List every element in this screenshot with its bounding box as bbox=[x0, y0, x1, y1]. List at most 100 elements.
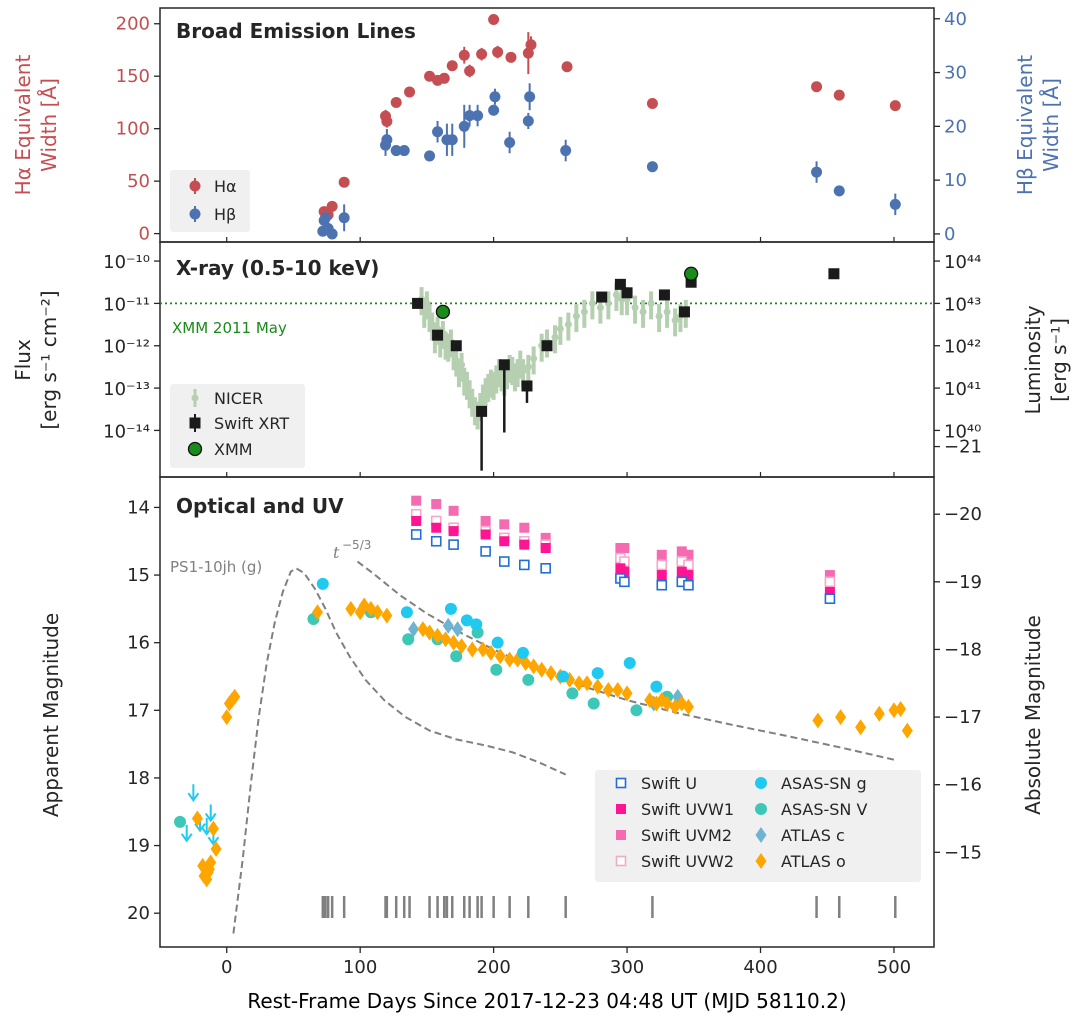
atlas-o-point bbox=[888, 702, 900, 719]
legend-label-asassn-v: ASAS-SN V bbox=[781, 800, 867, 819]
swift-u-point bbox=[448, 539, 459, 550]
halpha-point bbox=[458, 49, 470, 61]
swift-uvm2-point bbox=[619, 543, 630, 554]
atlas-o-point bbox=[901, 722, 913, 739]
asassn-v-point bbox=[630, 704, 643, 717]
swift-uvm2-point bbox=[431, 499, 442, 510]
atlas-o-point bbox=[581, 675, 593, 692]
y2-tick-label: −16 bbox=[944, 775, 982, 796]
y2-tick-label: 0 bbox=[944, 224, 955, 245]
hbeta-point bbox=[522, 115, 534, 127]
swift-xrt-point bbox=[685, 276, 697, 288]
broad-emission-lines-panel: 0 50 100 150 200 0 10 20 30 40 Hα Hβ bbox=[116, 9, 967, 245]
nicer-point bbox=[530, 354, 538, 362]
asassn-v-point bbox=[522, 673, 535, 686]
halpha-point bbox=[381, 115, 393, 127]
swift-u-point bbox=[619, 576, 630, 588]
y-axis-label-flux-line2: [erg s⁻¹ cm⁻²] bbox=[37, 290, 61, 429]
swift-uvm2-point bbox=[499, 519, 510, 530]
atlas-o-point bbox=[372, 604, 384, 621]
legend-marker-atlas-c bbox=[755, 827, 767, 843]
y2-tick-label: 20 bbox=[944, 116, 967, 137]
atlas-o-point bbox=[873, 705, 885, 722]
y-axis-label-halpha-line2: Width [Å] bbox=[37, 78, 61, 172]
hbeta-point bbox=[833, 185, 845, 197]
swift-uvw1-point bbox=[480, 529, 491, 540]
y2-tick-label: 10⁴⁴ bbox=[944, 252, 981, 273]
asassn-g-point bbox=[591, 667, 604, 680]
halpha-point bbox=[476, 48, 488, 60]
legend-box bbox=[170, 384, 305, 468]
x-tick-label: 0 bbox=[221, 957, 232, 978]
halpha-point bbox=[326, 200, 338, 212]
hbeta-point bbox=[488, 104, 500, 116]
y2-axis-label-hbeta-line2: Width [Å] bbox=[1039, 78, 1063, 172]
atlas-o-point bbox=[221, 709, 233, 726]
asassn-g-point bbox=[444, 602, 457, 615]
halpha-point bbox=[390, 96, 402, 108]
nicer-point bbox=[663, 308, 671, 316]
halpha-point bbox=[525, 39, 537, 51]
swift-xrt-point bbox=[614, 278, 626, 290]
swift-u-point bbox=[824, 593, 836, 605]
xmm-reference-label: XMM 2011 May bbox=[172, 319, 287, 337]
y-tick-label: 10⁻¹² bbox=[103, 337, 150, 358]
swift-xrt-point bbox=[432, 329, 444, 341]
hbeta-point bbox=[432, 126, 444, 138]
nicer-point bbox=[580, 308, 588, 316]
halpha-point bbox=[338, 176, 350, 188]
swift-uvw1-point bbox=[411, 515, 422, 526]
legend-label-swift-u: Swift U bbox=[641, 774, 697, 793]
swift-uvm2-point bbox=[683, 549, 694, 560]
y2-tick-label: 10⁴³ bbox=[944, 294, 981, 315]
hbeta-point bbox=[646, 161, 658, 173]
panel-title-optical: Optical and UV bbox=[176, 494, 344, 518]
y2-tick-label: 10⁴² bbox=[944, 337, 981, 358]
atlas-o-point bbox=[592, 678, 604, 695]
halpha-point bbox=[488, 14, 500, 26]
swift-uvm2-point bbox=[824, 570, 835, 581]
halpha-point bbox=[561, 61, 573, 73]
xmm-point bbox=[435, 304, 451, 320]
powerlaw-curve bbox=[356, 560, 895, 761]
legend-marker bbox=[189, 208, 201, 220]
swift-xrt-point bbox=[476, 405, 488, 417]
swift-uvw1-point bbox=[683, 570, 694, 581]
halpha-point bbox=[811, 81, 823, 93]
swift-uvw1-point bbox=[431, 522, 442, 533]
swift-xrt-point bbox=[450, 340, 462, 352]
atlas-o-point bbox=[835, 709, 847, 726]
asassn-v-point bbox=[402, 633, 415, 646]
atlas-o-point bbox=[545, 665, 557, 682]
x-tick-label: 300 bbox=[610, 957, 644, 978]
upper-limit-arrowhead bbox=[207, 836, 220, 846]
legend-marker-swift-u bbox=[615, 777, 627, 789]
legend-marker-atlas-o bbox=[755, 853, 767, 869]
swift-uvw1-point bbox=[619, 566, 630, 577]
legend-marker-asassn-v bbox=[755, 803, 767, 815]
swift-xrt-point bbox=[541, 340, 553, 352]
swift-uvm2-point bbox=[411, 495, 422, 506]
y2-tick-label: 10⁴⁰ bbox=[944, 421, 981, 442]
x-tick-label: 400 bbox=[743, 957, 777, 978]
atlas-o-point bbox=[682, 698, 694, 715]
swift-u-point bbox=[683, 579, 694, 591]
y-tick-label: 15 bbox=[127, 565, 150, 586]
template-label: PS1-10jh (g) bbox=[170, 558, 262, 576]
swift-xrt-point bbox=[621, 287, 633, 299]
y2-axis-label-hbeta-line1: Hβ Equivalent bbox=[1013, 55, 1037, 195]
legend-label-swift-uvw2: Swift UVW2 bbox=[641, 852, 734, 871]
y2-tick-label: −17 bbox=[944, 707, 982, 728]
hbeta-point bbox=[319, 212, 331, 224]
legend-xrt-marker bbox=[189, 417, 201, 429]
y-tick-label: 0 bbox=[139, 224, 150, 245]
y-axis-label-flux-line1: Flux bbox=[11, 339, 35, 381]
legend-label-halpha: Hα bbox=[214, 177, 237, 196]
swift-uvm2-point bbox=[676, 546, 687, 557]
y2-tick-label: 10⁴¹ bbox=[944, 379, 981, 400]
atlas-o-point bbox=[205, 854, 217, 871]
asassn-g-point bbox=[316, 577, 329, 590]
y-axis-label-halpha-line1: Hα Equivalent bbox=[11, 55, 35, 196]
asassn-g-point bbox=[491, 636, 504, 649]
y2-tick-label: 40 bbox=[944, 9, 967, 30]
